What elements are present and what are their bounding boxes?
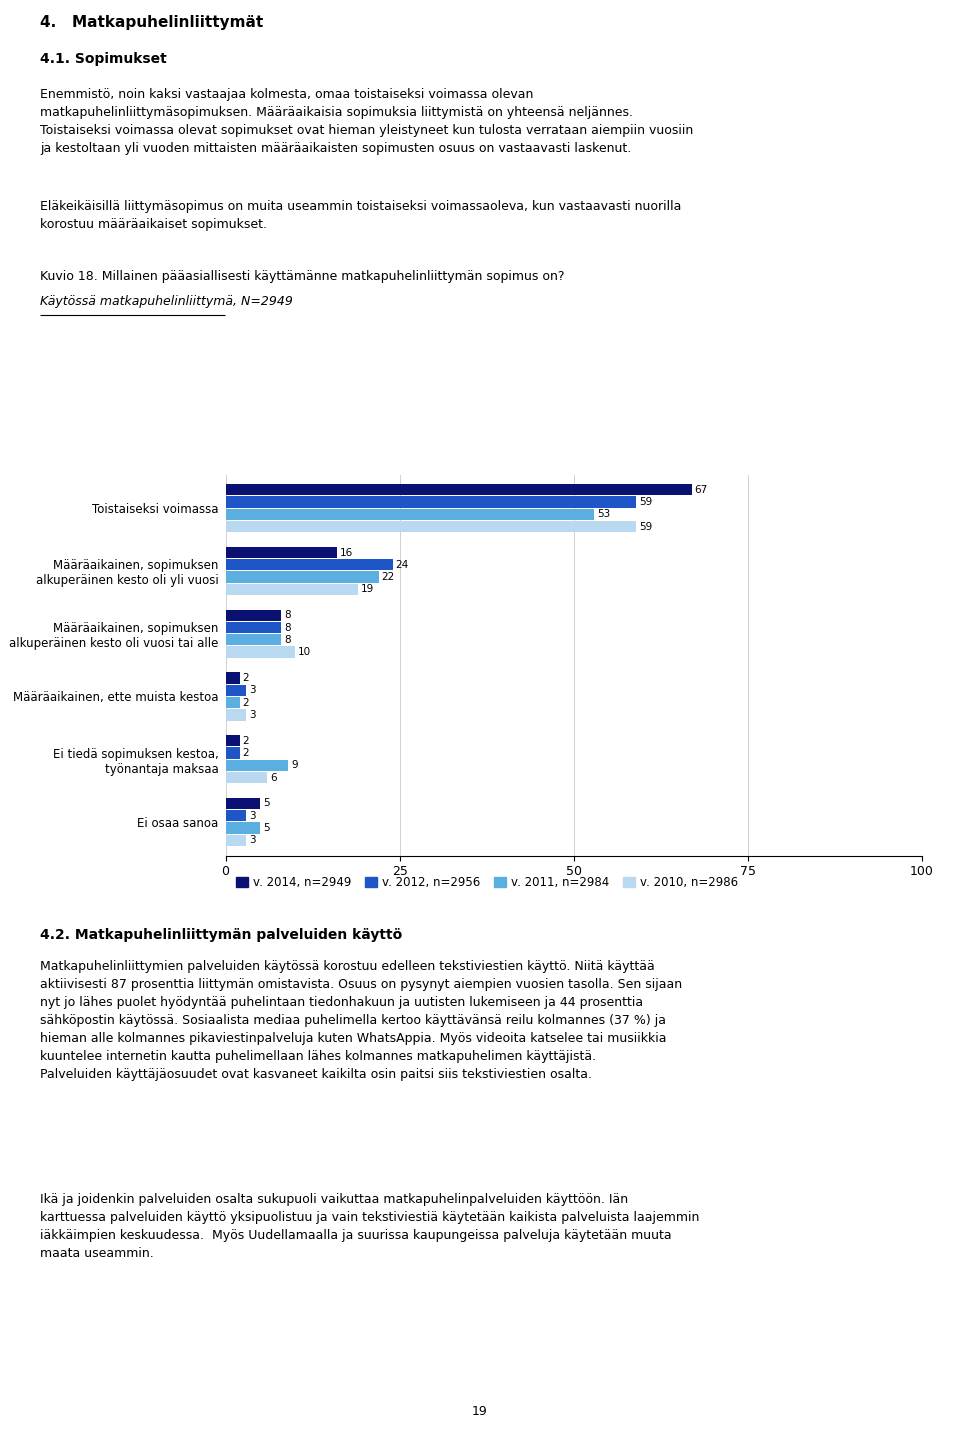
Text: 4.1. Sopimukset: 4.1. Sopimukset: [40, 52, 167, 66]
Text: Enemmistö, noin kaksi vastaajaa kolmesta, omaa toistaiseksi voimassa olevan
matk: Enemmistö, noin kaksi vastaajaa kolmesta…: [40, 88, 693, 155]
Bar: [226, 772, 267, 784]
Text: 4.2. Matkapuhelinliittymän palveluiden käyttö: 4.2. Matkapuhelinliittymän palveluiden k…: [40, 928, 402, 942]
Bar: [226, 823, 260, 834]
Text: 2: 2: [242, 736, 249, 746]
Bar: [226, 748, 239, 759]
Bar: [226, 684, 247, 696]
Bar: [226, 647, 296, 657]
Text: 24: 24: [396, 559, 409, 569]
Text: 4.   Matkapuhelinliittymät: 4. Matkapuhelinliittymät: [40, 14, 264, 30]
Text: 10: 10: [298, 647, 311, 657]
Text: 67: 67: [695, 485, 708, 495]
Text: Eläkeikäisillä liittymäsopimus on muita useammin toistaiseksi voimassaoleva, kun: Eläkeikäisillä liittymäsopimus on muita …: [40, 200, 682, 232]
Text: 2: 2: [242, 748, 249, 758]
Text: Käytössä matkapuhelinliittymä, N=2949: Käytössä matkapuhelinliittymä, N=2949: [40, 295, 293, 308]
Text: 8: 8: [284, 623, 291, 633]
Bar: [226, 759, 288, 771]
Bar: [226, 584, 358, 595]
Legend: v. 2014, n=2949, v. 2012, n=2956, v. 2011, n=2984, v. 2010, n=2986: v. 2014, n=2949, v. 2012, n=2956, v. 201…: [231, 871, 742, 894]
Bar: [226, 546, 337, 558]
Text: 53: 53: [597, 509, 611, 519]
Bar: [226, 559, 393, 571]
Text: 59: 59: [639, 522, 652, 532]
Bar: [226, 610, 281, 621]
Text: 5: 5: [263, 823, 270, 833]
Text: 19: 19: [472, 1405, 488, 1418]
Bar: [226, 697, 239, 709]
Bar: [226, 621, 281, 633]
Bar: [226, 798, 260, 810]
Text: 9: 9: [291, 761, 298, 771]
Text: 2: 2: [242, 697, 249, 707]
Text: 3: 3: [250, 710, 256, 720]
Text: 5: 5: [263, 798, 270, 808]
Text: 3: 3: [250, 811, 256, 821]
Text: 16: 16: [340, 548, 353, 558]
Bar: [226, 735, 239, 746]
Bar: [226, 810, 247, 821]
Text: 19: 19: [361, 584, 373, 594]
Text: Kuvio 18. Millainen pääasiallisesti käyttämänne matkapuhelinliittymän sopimus on: Kuvio 18. Millainen pääasiallisesti käyt…: [40, 270, 564, 283]
Text: 8: 8: [284, 634, 291, 644]
Bar: [226, 509, 594, 521]
Bar: [226, 709, 247, 720]
Bar: [226, 496, 636, 508]
Text: 59: 59: [639, 498, 652, 508]
Text: 2: 2: [242, 673, 249, 683]
Text: 22: 22: [381, 572, 395, 582]
Text: Ikä ja joidenkin palveluiden osalta sukupuoli vaikuttaa matkapuhelinpalveluiden : Ikä ja joidenkin palveluiden osalta suku…: [40, 1194, 700, 1260]
Bar: [226, 673, 239, 683]
Text: 3: 3: [250, 686, 256, 696]
Bar: [226, 571, 378, 582]
Bar: [226, 485, 692, 496]
Text: 8: 8: [284, 610, 291, 620]
Text: 6: 6: [270, 772, 276, 782]
Bar: [226, 521, 636, 532]
Text: Matkapuhelinliittymien palveluiden käytössä korostuu edelleen tekstiviestien käy: Matkapuhelinliittymien palveluiden käytö…: [40, 961, 683, 1081]
Text: 3: 3: [250, 835, 256, 846]
Bar: [226, 634, 281, 646]
Bar: [226, 834, 247, 846]
